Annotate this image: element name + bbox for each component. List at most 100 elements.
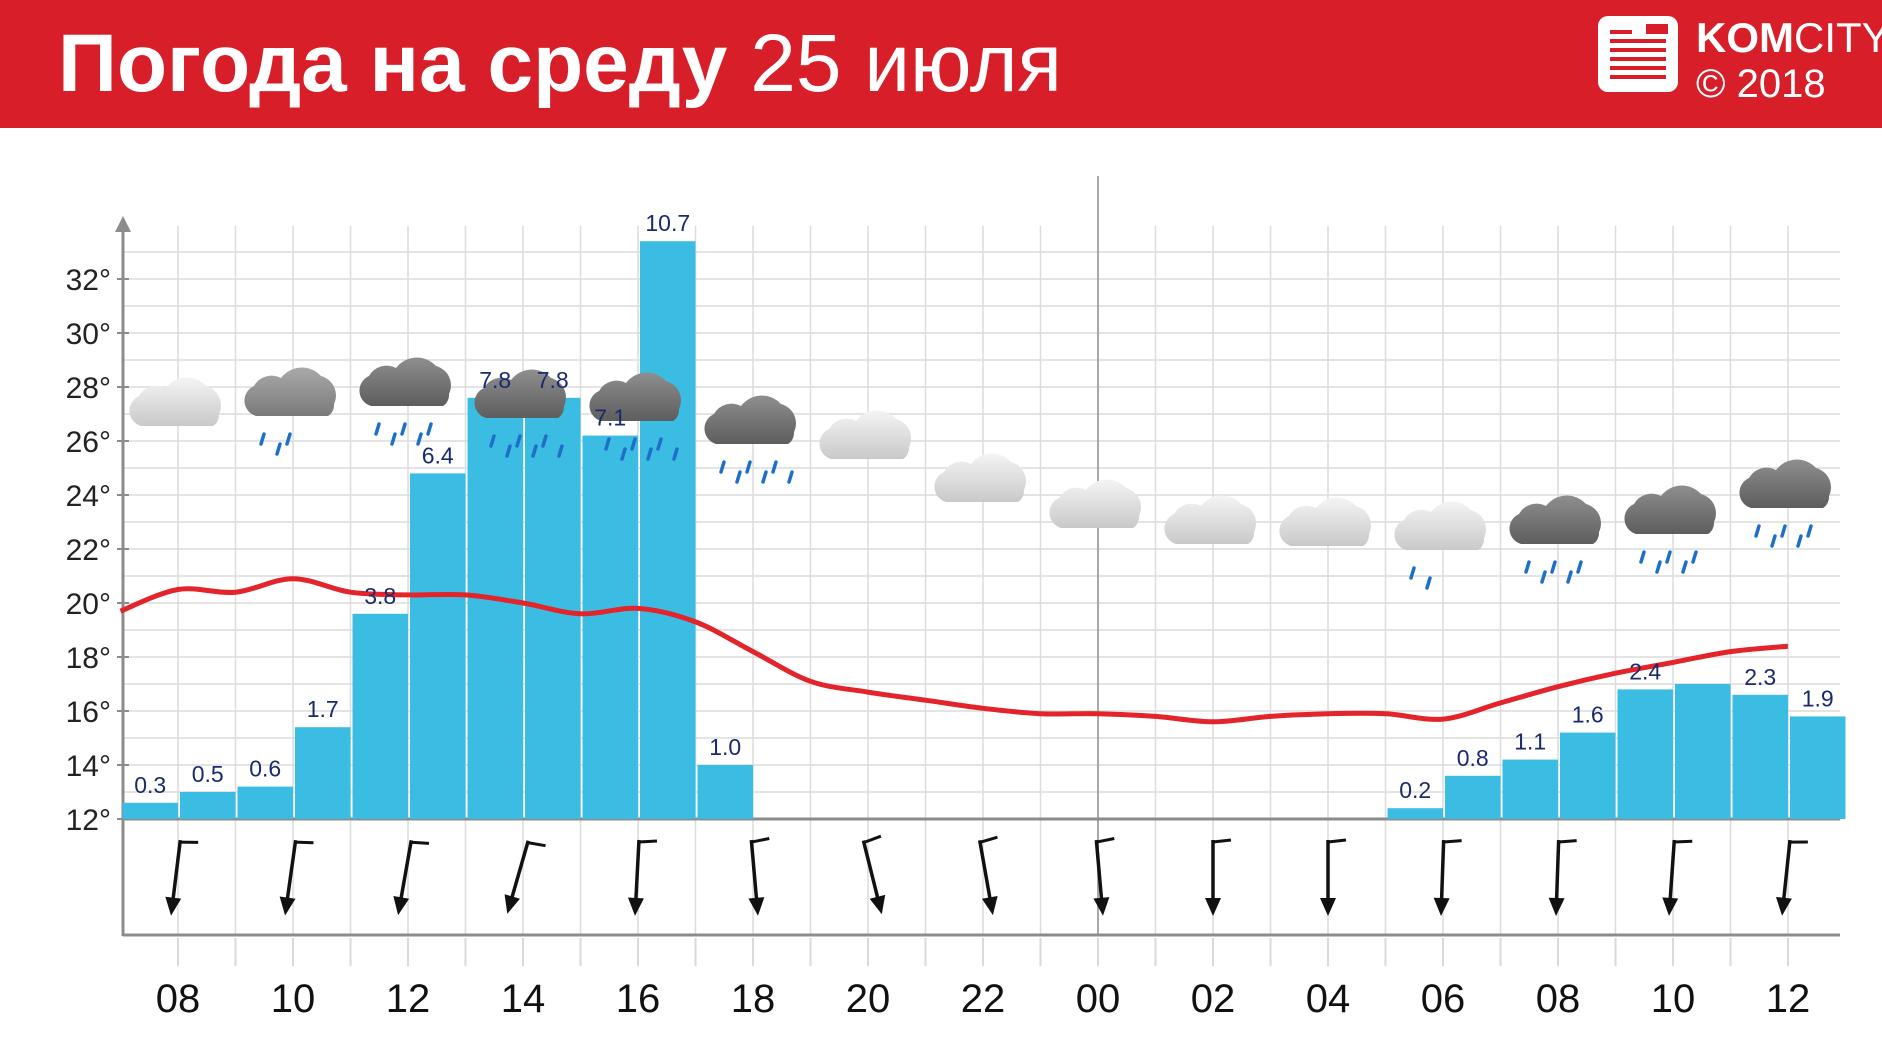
wind-arrow-icon <box>1662 839 1693 916</box>
rain-drop-icon <box>620 447 627 461</box>
rain-drop-icon <box>259 432 266 446</box>
precipitation-label: 10.7 <box>645 210 690 236</box>
cloud-medium-icon <box>244 367 336 416</box>
precipitation-bar <box>1387 808 1443 819</box>
wind-arrow-feather <box>527 841 546 848</box>
rain-drop-icon <box>656 437 663 451</box>
rain-drop-icon <box>1425 576 1432 590</box>
wind-arrow-icon <box>977 835 998 916</box>
precipitation-bar <box>237 786 293 819</box>
temperature-line-group <box>119 576 1789 725</box>
rain-drop-icon <box>1780 524 1787 538</box>
wind-arrow-feather <box>180 840 199 844</box>
x-tick-label: 06 <box>1421 977 1466 1021</box>
rain-drop-icon <box>745 460 752 474</box>
weather-chart: 0.3 0.5 0.6 1.7 3.8 6.4 7.8 7.8 7.1 10.7 1.0 0.2 0.8… <box>66 176 1846 1021</box>
wind-arrow-shaft <box>1554 839 1561 905</box>
wind-arrow-icon <box>393 839 430 916</box>
wind-arrow-shaft <box>1668 839 1677 905</box>
rain-drop-icon <box>1665 550 1672 564</box>
rain-drop-icon <box>1639 550 1646 564</box>
precipitation-label: 1.9 <box>1802 685 1834 711</box>
rain-drop-icon <box>1576 560 1583 574</box>
precipitation-bar <box>352 613 408 819</box>
precipitation-bar <box>640 241 696 819</box>
wind-arrow-head <box>981 896 998 916</box>
title-date: 25 июля <box>750 18 1062 109</box>
title-day: Погода на среду <box>58 18 728 109</box>
precipitation-label: 1.0 <box>709 734 741 760</box>
x-tick-label: 14 <box>501 977 546 1021</box>
rain-drop-icon <box>787 470 794 484</box>
wind-arrow-icon <box>1548 839 1577 916</box>
wind-arrow-icon <box>1775 839 1808 916</box>
rain-drop-icon <box>489 434 496 448</box>
precipitation-bar <box>1560 732 1616 819</box>
wind-arrow-icon <box>861 834 886 915</box>
x-tick-label: 20 <box>846 977 891 1021</box>
wind-arrow-shaft <box>749 839 759 904</box>
logo-brand-text: KOMCITY <box>1696 14 1882 62</box>
wind-arrow-shaft <box>861 840 881 904</box>
weather-icons <box>129 357 1831 590</box>
wind-arrow-feather <box>1327 838 1347 844</box>
wind-arrow-feather <box>1558 839 1577 844</box>
logo-brand-bold: KOM <box>1696 14 1794 61</box>
rain-drop-icon <box>1806 524 1813 538</box>
komcity-logo: KOMCITY © 2018 <box>1596 10 1882 110</box>
wind-arrow-shaft <box>1094 839 1104 904</box>
wind-arrow-feather <box>863 834 882 844</box>
wind-arrow-feather <box>1212 838 1232 844</box>
precipitation-label: 3.8 <box>364 583 396 609</box>
rain-drop-icon <box>557 444 564 458</box>
precipitation-label: 0.2 <box>1399 777 1431 803</box>
rain-drop-icon <box>771 460 778 474</box>
precipitation-label: 2.3 <box>1744 664 1776 690</box>
precipitation-label: 1.1 <box>1514 729 1546 755</box>
x-tick-label: 10 <box>271 977 316 1021</box>
cloud-dark-icon <box>704 395 796 444</box>
y-tick-labels: 12° 14° 16° 18° 20° 22° 24° 26° 28° 30° 32° <box>66 264 111 837</box>
cloud-light-icon <box>1164 495 1256 544</box>
wind-arrow-head <box>1205 898 1221 916</box>
rain-drop-icon <box>1409 566 1416 580</box>
cloud-light-icon <box>1279 497 1371 546</box>
wind-arrow-icon <box>627 839 658 916</box>
wind-arrow-icon <box>748 837 770 916</box>
y-tick-label: 14° <box>66 750 111 783</box>
wind-arrow-shaft <box>170 839 183 904</box>
wind-arrow-head <box>627 897 644 916</box>
rain-drop-icon <box>541 434 548 448</box>
wind-arrow-icon <box>1320 838 1347 916</box>
rain-drop-icon <box>719 460 726 474</box>
cloud-dark-icon <box>359 357 451 406</box>
precipitation-bar <box>1445 775 1501 819</box>
cloud-light-icon <box>129 377 221 426</box>
wind-arrow-feather <box>1096 837 1115 844</box>
precipitation-bar <box>295 727 351 819</box>
wind-arrow-feather <box>410 840 430 845</box>
wind-arrow-feather <box>979 835 998 844</box>
y-tick-label: 24° <box>66 480 111 513</box>
precipitation-bar <box>1790 716 1846 819</box>
precipitation-bar <box>1617 689 1673 819</box>
rain-drop-icon <box>1524 560 1531 574</box>
precipitation-bars <box>122 241 1846 819</box>
x-tick-labels: 08 10 12 14 16 18 20 22 00 02 04 06 08 10 12 <box>156 977 1811 1021</box>
precipitation-label: 1.6 <box>1572 702 1604 728</box>
y-tick-label: 28° <box>66 372 111 405</box>
y-tick-label: 16° <box>66 696 111 729</box>
x-tick-label: 08 <box>156 977 201 1021</box>
precipitation-bar <box>582 435 638 819</box>
precipitation-label: 0.5 <box>192 761 224 787</box>
rain-drop-icon <box>374 422 381 436</box>
wind-arrow-feather <box>1789 840 1808 844</box>
x-tick-label: 12 <box>386 977 431 1021</box>
logo-copyright: © 2018 <box>1696 62 1826 106</box>
wind-arrow-head <box>504 894 520 914</box>
wind-arrow-icon <box>1205 838 1232 916</box>
rain-drop-icon <box>1540 570 1547 584</box>
wind-arrow-icon <box>504 840 546 914</box>
wind-arrow-head <box>1775 896 1792 916</box>
title-banner: Погода на среду 25 июля KOMCITY © 2018 <box>0 0 1882 128</box>
